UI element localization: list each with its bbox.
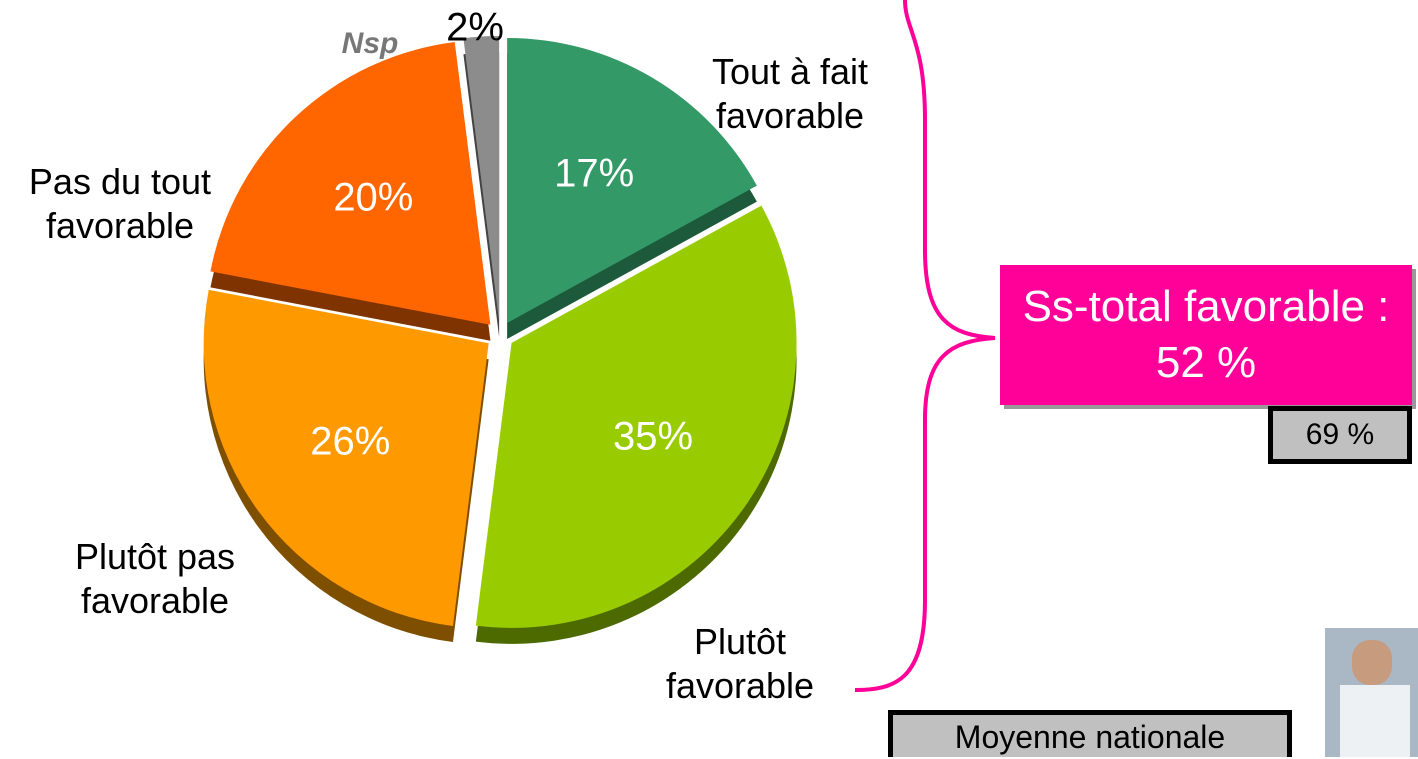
category-label: Tout à fait favorable [711, 51, 869, 136]
value-label: 35% [613, 415, 693, 459]
value-label: 17% [554, 151, 634, 195]
slice [475, 205, 797, 628]
category-label: Plutôt favorable [665, 621, 815, 706]
national-average-box: Moyenne nationale [888, 710, 1292, 757]
slice [463, 36, 500, 322]
category-label: Plutôt pas favorable [74, 536, 236, 621]
value-label: 2% [446, 6, 504, 50]
national-value-box: 69 % [1268, 406, 1412, 464]
photo-coat [1340, 685, 1410, 757]
value-label: 20% [333, 176, 413, 220]
slice [210, 42, 491, 325]
category-label: Pas du tout favorable [28, 161, 212, 246]
slice [507, 37, 757, 323]
slice [203, 289, 489, 626]
photo-face [1352, 640, 1392, 685]
brace [854, 0, 996, 692]
subtotal-box: Ss-total favorable : 52 % [1000, 265, 1412, 405]
value-label: 26% [310, 419, 390, 463]
category-label: Nsp [341, 27, 399, 60]
